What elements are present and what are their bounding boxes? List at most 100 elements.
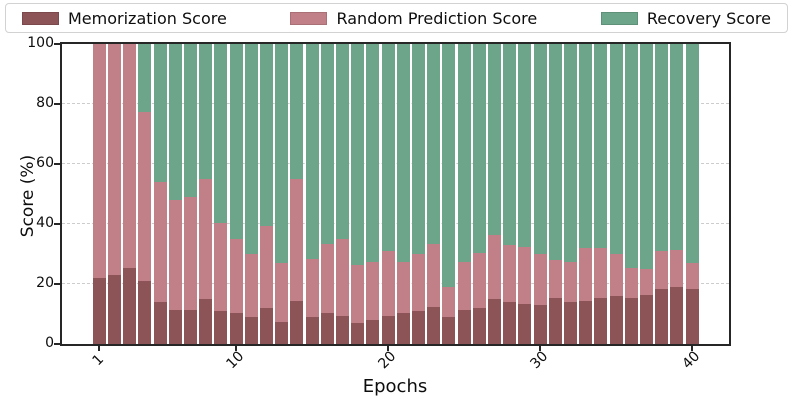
segment-recovery-score	[518, 44, 532, 247]
segment-recovery-score	[214, 44, 228, 223]
segment-random-prediction-score	[183, 197, 198, 310]
bar-epoch-32	[563, 44, 578, 344]
segment-memorization-score	[275, 321, 289, 344]
segment-random-prediction-score	[153, 182, 167, 302]
x-tick-mark-30	[539, 346, 542, 351]
y-tick-label-40: 40	[36, 215, 54, 231]
legend-label-recovery: Recovery Score	[646, 8, 771, 28]
segment-random-prediction-score	[275, 263, 289, 322]
bar-epoch-20	[381, 44, 395, 344]
bar-epoch-34	[594, 44, 608, 344]
bar-epoch-12	[259, 44, 274, 344]
segment-memorization-score	[396, 312, 410, 344]
gridline-80	[62, 103, 729, 104]
segment-memorization-score	[609, 296, 623, 344]
segment-recovery-score	[335, 44, 350, 239]
x-tick-mark-20	[387, 346, 390, 351]
segment-recovery-score	[548, 44, 562, 260]
segment-random-prediction-score	[487, 234, 502, 299]
y-tick-mark-60	[54, 163, 60, 165]
y-tick-label-80: 80	[36, 95, 54, 111]
x-tick-mark-10	[235, 346, 238, 351]
segment-recovery-score	[305, 44, 319, 259]
segment-memorization-score	[487, 299, 502, 344]
segment-recovery-score	[427, 44, 441, 244]
chart-legend: Memorization Score Random Prediction Sco…	[5, 3, 788, 33]
bar-epoch-1	[92, 44, 106, 344]
segment-recovery-score	[639, 44, 654, 269]
segment-memorization-score	[518, 303, 532, 344]
segment-recovery-score	[594, 44, 608, 248]
segment-random-prediction-score	[411, 254, 426, 311]
segment-random-prediction-score	[548, 260, 562, 298]
segment-recovery-score	[457, 44, 471, 262]
segment-random-prediction-score	[503, 245, 517, 302]
x-tick-mark-1	[98, 346, 101, 351]
segment-random-prediction-score	[594, 248, 608, 298]
segment-memorization-score	[320, 312, 334, 344]
segment-recovery-score	[685, 44, 699, 263]
segment-random-prediction-score	[518, 246, 532, 304]
segment-memorization-score	[214, 311, 228, 344]
bar-epoch-19	[366, 44, 380, 344]
segment-recovery-score	[472, 44, 486, 253]
y-tick-mark-40	[54, 223, 60, 225]
segment-memorization-score	[503, 302, 517, 344]
bar-epoch-8	[199, 44, 213, 344]
segment-recovery-score	[168, 44, 182, 200]
gridline-20	[62, 283, 729, 284]
segment-memorization-score	[685, 288, 699, 344]
gridline-40	[62, 223, 729, 224]
legend-label-memorization: Memorization Score	[68, 8, 227, 28]
segment-memorization-score	[624, 297, 638, 344]
memorization-swatch-icon	[22, 11, 59, 25]
bar-epoch-30	[533, 44, 547, 344]
legend-item-random-prediction: Random Prediction Score	[290, 9, 537, 28]
segment-recovery-score	[487, 44, 502, 235]
segment-recovery-score	[138, 44, 152, 112]
segment-recovery-score	[259, 44, 274, 226]
bar-epoch-22	[411, 44, 426, 344]
plot-area	[62, 44, 729, 344]
segment-memorization-score	[548, 297, 562, 344]
bar-epoch-28	[503, 44, 517, 344]
segment-random-prediction-score	[579, 248, 593, 301]
random-prediction-swatch-icon	[290, 11, 328, 25]
segment-recovery-score	[670, 44, 684, 250]
segment-memorization-score	[168, 309, 182, 344]
segment-memorization-score	[427, 306, 441, 344]
segment-random-prediction-score	[563, 261, 578, 302]
bar-epoch-38	[655, 44, 669, 344]
segment-memorization-score	[579, 300, 593, 344]
segment-recovery-score	[275, 44, 289, 263]
segment-recovery-score	[563, 44, 578, 262]
segment-memorization-score	[411, 311, 426, 344]
segment-random-prediction-score	[533, 254, 547, 305]
segment-memorization-score	[244, 317, 258, 344]
bar-epoch-24	[442, 44, 456, 344]
segment-random-prediction-score	[244, 254, 258, 317]
segment-recovery-score	[351, 44, 365, 265]
segment-random-prediction-score	[366, 261, 380, 320]
segment-recovery-score	[579, 44, 593, 248]
segment-recovery-score	[366, 44, 380, 262]
segment-random-prediction-score	[92, 44, 106, 278]
segment-memorization-score	[670, 287, 684, 344]
segment-random-prediction-score	[305, 258, 319, 317]
segment-memorization-score	[655, 288, 669, 344]
segment-random-prediction-score	[472, 252, 486, 308]
bar-epoch-11	[244, 44, 258, 344]
segment-recovery-score	[503, 44, 517, 245]
segment-recovery-score	[229, 44, 243, 239]
segment-random-prediction-score	[655, 251, 669, 289]
segment-recovery-score	[244, 44, 258, 254]
bar-epoch-21	[396, 44, 410, 344]
segment-random-prediction-score	[320, 243, 334, 313]
segment-memorization-score	[107, 275, 122, 344]
segment-random-prediction-score	[442, 287, 456, 317]
segment-recovery-score	[381, 44, 395, 251]
segment-recovery-score	[533, 44, 547, 254]
segment-memorization-score	[199, 299, 213, 344]
bar-epoch-2	[107, 44, 122, 344]
bar-epoch-37	[639, 44, 654, 344]
